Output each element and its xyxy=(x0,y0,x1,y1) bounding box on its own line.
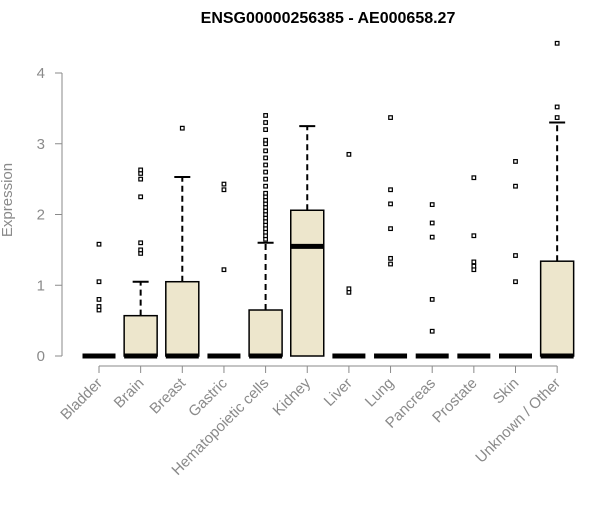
box-brain xyxy=(123,167,158,359)
outlier-point xyxy=(554,40,560,46)
outlier-point xyxy=(513,279,518,285)
outlier-point xyxy=(388,187,393,193)
outlier-point xyxy=(138,247,144,253)
outlier-point xyxy=(263,148,268,154)
chart-title: ENSG00000256385 - AE000658.27 xyxy=(201,10,456,27)
x-tick-label: Breast xyxy=(146,374,189,417)
x-tick-label: Prostate xyxy=(429,375,481,427)
outlier-point xyxy=(346,151,352,157)
y-tick-label: 2 xyxy=(37,207,45,224)
box-body xyxy=(165,280,200,357)
box-skin xyxy=(499,159,532,359)
x-tick-label: Bladder xyxy=(57,375,106,424)
box-kidney xyxy=(290,125,325,357)
x-tick-label: Liver xyxy=(321,375,356,410)
box-body xyxy=(123,314,158,357)
y-tick-label: 0 xyxy=(37,348,45,365)
outlier-point xyxy=(513,183,518,189)
outlier-point xyxy=(221,181,227,187)
outlier-point xyxy=(263,120,268,125)
outlier-point xyxy=(513,253,518,258)
outlier-point xyxy=(96,304,102,309)
outlier-point xyxy=(263,137,268,143)
outlier-point xyxy=(263,113,268,118)
outlier-point xyxy=(138,240,144,246)
outlier-point xyxy=(471,263,477,269)
y-axis: 0 1 2 3 4 xyxy=(37,65,63,365)
box-series xyxy=(82,40,575,359)
outlier-point xyxy=(429,202,435,207)
x-tick-label: Skin xyxy=(490,375,523,408)
box-gastric xyxy=(207,181,241,359)
outlier-point xyxy=(263,190,268,196)
y-tick-label: 3 xyxy=(37,136,45,153)
outlier-point xyxy=(554,115,560,120)
outlier-point xyxy=(96,279,102,285)
outlier-point xyxy=(96,241,102,247)
box-bladder xyxy=(82,241,116,359)
x-tick-label: Brain xyxy=(111,375,148,412)
outlier-point xyxy=(263,169,268,175)
outlier-point xyxy=(429,220,435,226)
outlier-point xyxy=(513,159,518,164)
box-body xyxy=(539,260,575,357)
box-body xyxy=(290,209,325,357)
outlier-point xyxy=(429,328,435,334)
outlier-point xyxy=(263,155,268,161)
outlier-point xyxy=(388,255,393,261)
outlier-point xyxy=(263,176,268,182)
box-prostate xyxy=(457,175,491,359)
outlier-point xyxy=(263,127,268,133)
box-breast xyxy=(165,125,200,359)
x-tick-label: Kidney xyxy=(270,374,315,419)
outlier-point xyxy=(388,115,393,120)
outlier-point xyxy=(429,234,435,240)
outlier-point xyxy=(138,176,144,182)
box-hematopoietic-cells xyxy=(248,113,283,359)
outlier-point xyxy=(263,183,268,189)
box-unknown-other xyxy=(539,40,575,359)
outlier-point xyxy=(388,226,393,232)
outlier-point xyxy=(429,297,435,302)
outlier-point xyxy=(388,261,393,267)
outlier-point xyxy=(471,259,477,265)
outlier-point xyxy=(554,104,560,110)
outlier-point xyxy=(471,175,477,181)
box-liver xyxy=(332,151,366,359)
outlier-point xyxy=(221,267,227,273)
outlier-point xyxy=(388,201,393,207)
outlier-point xyxy=(471,233,477,239)
outlier-point xyxy=(138,167,144,173)
outlier-point xyxy=(96,297,102,302)
outlier-point xyxy=(179,125,185,131)
outlier-point xyxy=(263,162,268,168)
outlier-point xyxy=(221,187,227,193)
box-pancreas xyxy=(415,202,449,359)
outlier-point xyxy=(346,286,352,292)
box-lung xyxy=(374,115,408,359)
outlier-point xyxy=(138,194,144,200)
x-tick-label: Lung xyxy=(362,375,398,411)
box-body xyxy=(248,309,283,357)
y-tick-label: 1 xyxy=(37,277,45,294)
y-tick-label: 4 xyxy=(37,65,45,82)
y-axis-title: Expression xyxy=(0,163,16,237)
